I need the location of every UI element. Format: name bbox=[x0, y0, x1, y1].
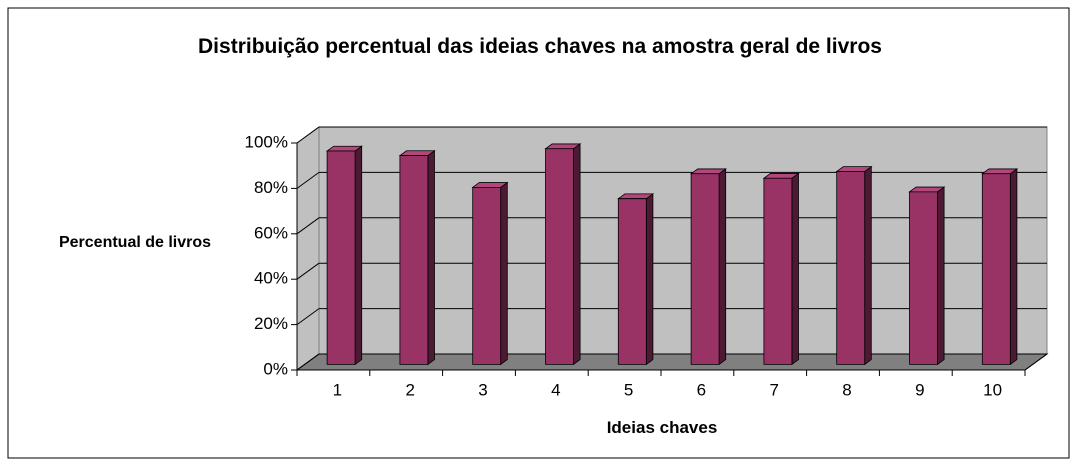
x-tick-label: 3 bbox=[478, 380, 487, 399]
y-tick-label: 40% bbox=[254, 269, 288, 288]
x-tick-label: 10 bbox=[983, 380, 1002, 399]
bar bbox=[690, 173, 720, 365]
bar bbox=[399, 155, 429, 365]
y-tick-label: 20% bbox=[254, 314, 288, 333]
y-tick-label: 0% bbox=[263, 359, 288, 378]
bar-top bbox=[981, 168, 1019, 175]
bar-top bbox=[471, 182, 509, 188]
y-tick-label: 80% bbox=[254, 178, 288, 197]
x-tick-label: 8 bbox=[842, 380, 851, 399]
bar-top bbox=[835, 166, 873, 172]
bar-side bbox=[354, 145, 363, 366]
bar-side bbox=[937, 186, 945, 366]
x-axis-label: Ideias chaves bbox=[606, 418, 718, 437]
bar-top bbox=[689, 168, 727, 175]
side-wall bbox=[296, 126, 320, 371]
x-tick-label: 4 bbox=[551, 380, 560, 399]
bar-side bbox=[500, 181, 508, 366]
grid-line bbox=[296, 308, 320, 326]
bar-top bbox=[762, 173, 800, 179]
bar-side bbox=[573, 143, 581, 366]
bar bbox=[981, 173, 1011, 365]
chart-title: Distribuição percentual das ideias chave… bbox=[198, 35, 882, 58]
x-tick-label: 6 bbox=[697, 380, 706, 399]
x-axis-depth bbox=[1024, 353, 1048, 371]
bar bbox=[472, 186, 502, 365]
bar-top bbox=[325, 145, 363, 152]
x-tick-label: 2 bbox=[405, 380, 414, 399]
bar-side bbox=[645, 193, 654, 366]
bar bbox=[763, 177, 793, 365]
x-tick-label: 1 bbox=[333, 380, 342, 399]
bar-top bbox=[617, 193, 655, 200]
grid-line bbox=[296, 171, 320, 189]
bar-side bbox=[864, 165, 872, 366]
bar bbox=[326, 150, 356, 365]
grid-line bbox=[296, 126, 320, 144]
bar bbox=[909, 191, 938, 365]
grid-line bbox=[296, 262, 320, 280]
bar-top bbox=[398, 150, 436, 156]
bar-side bbox=[718, 168, 727, 366]
bar-side bbox=[427, 149, 435, 366]
bar-side bbox=[1009, 168, 1018, 366]
grid-line bbox=[296, 353, 320, 371]
x-tick-label: 5 bbox=[624, 380, 633, 399]
bar bbox=[836, 171, 866, 365]
y-axis-label: Percentual de livros bbox=[58, 234, 212, 251]
x-tick-label: 9 bbox=[915, 380, 924, 399]
x-tick-label: 7 bbox=[769, 380, 778, 399]
bar-top bbox=[544, 143, 582, 150]
bar-side bbox=[791, 172, 799, 366]
bar bbox=[545, 148, 574, 365]
bar-top bbox=[908, 186, 946, 193]
y-tick-label: 100% bbox=[245, 132, 288, 151]
grid-line bbox=[296, 217, 320, 235]
bar bbox=[617, 198, 647, 365]
y-tick-label: 60% bbox=[254, 223, 288, 242]
